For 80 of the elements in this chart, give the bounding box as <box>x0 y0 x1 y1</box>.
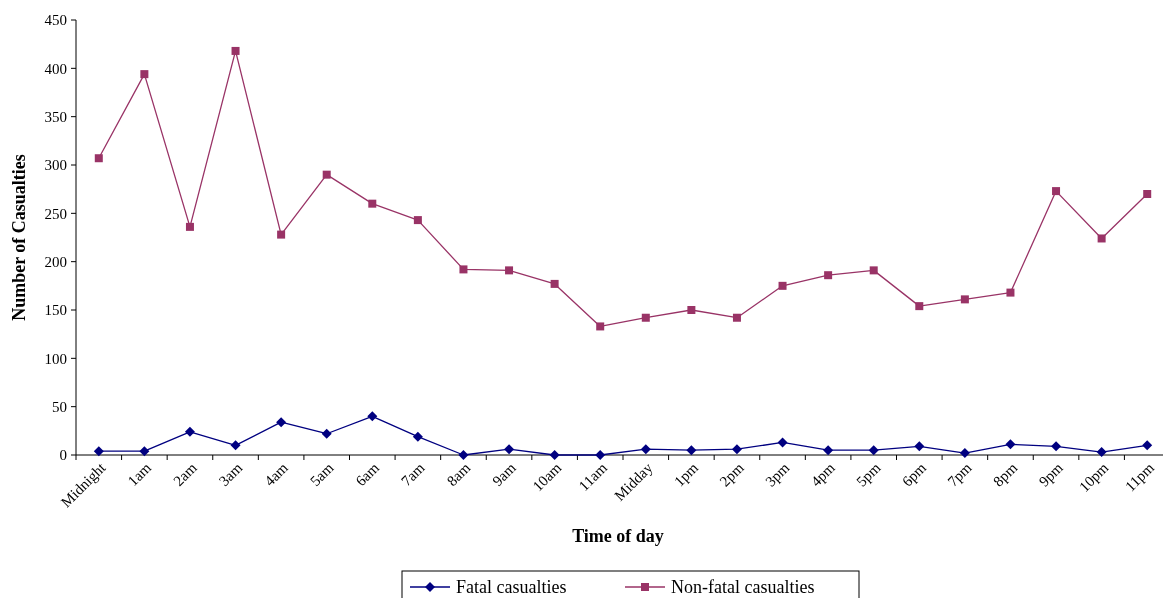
y-tick-label: 300 <box>44 157 67 174</box>
point <box>687 306 696 314</box>
y-tick-label: 150 <box>44 302 67 319</box>
x-tick-label: 1pm <box>671 459 702 490</box>
y-tick-label: 400 <box>44 60 67 77</box>
x-tick-label: 2am <box>170 459 201 490</box>
y-tick-label: 350 <box>44 108 67 125</box>
point <box>94 154 103 163</box>
legend-label: Non-fatal casualties <box>671 577 815 598</box>
x-tick-label: 3am <box>215 459 246 490</box>
point <box>960 295 969 304</box>
point <box>731 444 742 455</box>
point <box>230 440 241 451</box>
x-tick-label: 6pm <box>898 459 930 490</box>
x-tick-label: 7am <box>398 459 428 490</box>
point <box>778 281 787 290</box>
y-tick-label: 0 <box>59 447 67 464</box>
point <box>869 266 878 275</box>
x-tick-label: 8pm <box>990 459 1021 490</box>
point <box>458 450 469 460</box>
point <box>505 266 514 275</box>
y-tick-label: 50 <box>52 398 67 415</box>
point <box>641 313 650 322</box>
point <box>1143 190 1152 198</box>
point <box>1051 441 1062 452</box>
point <box>868 445 879 456</box>
point <box>277 230 286 239</box>
x-tick-label: 3pm <box>762 459 793 490</box>
point <box>185 222 194 231</box>
x-tick-label: 7pm <box>944 459 975 490</box>
x-axis-title: Time of day <box>572 526 664 546</box>
point <box>1005 439 1016 450</box>
y-tick-label: 100 <box>44 350 67 367</box>
point <box>550 279 559 288</box>
point <box>412 431 423 442</box>
y-axis-title: Number of Casualties <box>9 154 29 321</box>
x-tick-label: 1am <box>124 459 155 490</box>
point <box>549 450 560 460</box>
y-tick-label: 450 <box>44 12 67 29</box>
point <box>640 444 651 455</box>
point <box>139 446 150 457</box>
point <box>276 417 287 428</box>
point <box>915 302 924 311</box>
point <box>322 170 331 179</box>
x-tick-label: 2pm <box>716 459 748 490</box>
point <box>823 445 834 456</box>
x-tick-label: 9pm <box>1035 459 1067 490</box>
point <box>140 70 149 79</box>
x-tick-label: 6am <box>352 459 383 490</box>
legend-label: Fatal casualties <box>456 577 567 598</box>
point <box>1097 234 1106 243</box>
point <box>959 448 970 459</box>
point <box>367 411 378 422</box>
point <box>595 450 606 460</box>
point <box>459 265 468 274</box>
point <box>732 313 741 322</box>
y-tick-label: 200 <box>44 253 67 270</box>
point <box>413 216 422 225</box>
point <box>1096 447 1107 458</box>
point <box>914 441 925 452</box>
point <box>504 444 515 455</box>
x-tick-label: 5pm <box>853 459 884 490</box>
point <box>1142 440 1153 451</box>
x-tick-label: 9am <box>489 459 520 490</box>
point <box>184 426 195 437</box>
point <box>321 428 332 439</box>
point <box>596 322 605 331</box>
y-tick-label: 250 <box>44 205 67 222</box>
x-tick-label: 4pm <box>807 459 839 490</box>
point <box>231 46 240 55</box>
point <box>824 271 833 280</box>
point <box>1006 288 1015 297</box>
x-tick-label: 5am <box>306 459 337 490</box>
x-tick-label: 4am <box>261 459 292 490</box>
point <box>1052 187 1061 196</box>
point <box>93 446 104 457</box>
x-tick-label: 8am <box>443 459 474 490</box>
point <box>777 437 788 448</box>
point <box>368 199 377 208</box>
point <box>686 445 697 456</box>
